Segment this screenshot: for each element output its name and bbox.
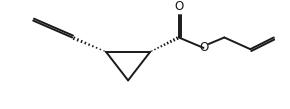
Text: O: O [174,0,184,13]
Text: O: O [199,41,208,54]
